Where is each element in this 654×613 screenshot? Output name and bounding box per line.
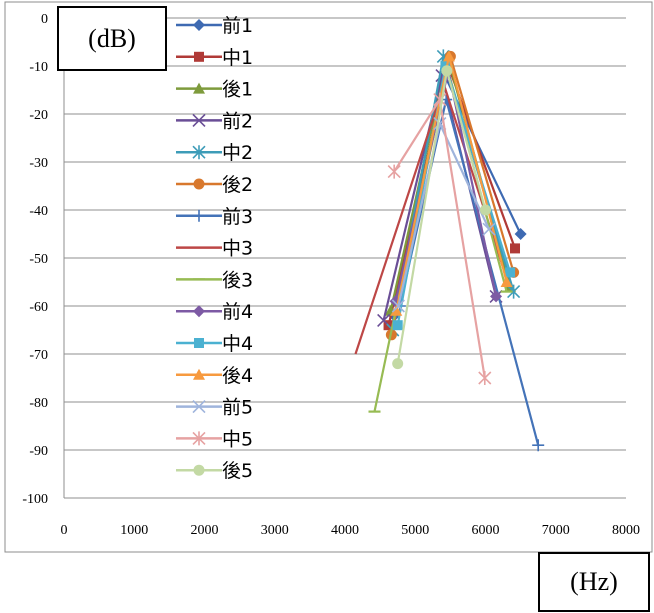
legend-label: 前2 (222, 110, 253, 132)
y-tick-label: -100 (22, 492, 48, 507)
y-tick-label: -30 (29, 156, 48, 171)
legend-label: 後4 (222, 365, 253, 387)
legend-item: 後4 (176, 365, 253, 387)
y-tick-label: -90 (29, 444, 48, 459)
data-point (392, 320, 403, 331)
legend-marker (193, 82, 205, 94)
chart-border (4, 1, 653, 553)
legend-item: 後3 (176, 269, 253, 291)
legend-marker (193, 209, 205, 222)
legend-item: 前2 (176, 110, 253, 132)
legend-marker (193, 368, 205, 380)
legend-item: 前1 (176, 15, 253, 37)
x-axis-unit-label: (Hz) (538, 552, 650, 612)
legend-label: 前1 (222, 15, 253, 37)
y-tick-label: -10 (29, 60, 48, 75)
data-point (514, 228, 527, 240)
x-tick-label: 0 (61, 523, 68, 538)
legend-label: 前4 (222, 301, 253, 323)
legend-item: 後1 (176, 79, 253, 101)
legend-marker (192, 113, 206, 127)
legend-marker (192, 400, 206, 414)
y-tick-label: -60 (29, 300, 48, 315)
series-15 (392, 65, 491, 370)
legend-marker (193, 178, 205, 190)
legend-label: 後2 (222, 174, 253, 196)
data-point (480, 204, 491, 216)
y-tick-label: -40 (29, 204, 48, 219)
data-point (500, 276, 513, 287)
data-point (390, 304, 403, 316)
y-tick-label: 0 (41, 12, 48, 27)
legend-item: 後2 (176, 174, 253, 196)
data-point (507, 284, 521, 299)
data-point (442, 50, 455, 62)
data-point (478, 371, 492, 385)
x-tick-label: 2000 (191, 523, 219, 538)
legend-item: 中4 (176, 333, 253, 355)
legend-item: 後5 (176, 460, 253, 482)
y-axis-unit-label: (dB) (57, 6, 167, 71)
x-tick-label: 4000 (331, 523, 359, 538)
legend-item: 前3 (176, 206, 253, 228)
legend-label: 中3 (222, 238, 253, 260)
legend-label: 前3 (222, 206, 253, 228)
x-tick-label: 1000 (120, 523, 148, 538)
x-tick-label: 7000 (542, 523, 570, 538)
y-tick-label: -20 (29, 108, 48, 123)
legend-marker (192, 431, 206, 446)
legend-item: 中5 (176, 428, 253, 450)
legend-item: 中2 (176, 142, 253, 164)
legend-label: 中5 (222, 428, 253, 450)
legend-marker (194, 338, 204, 348)
x-tick-label: 3000 (261, 523, 289, 538)
data-point (441, 65, 453, 77)
data-point (482, 222, 496, 236)
x-tick-label: 6000 (472, 523, 500, 538)
data-point (387, 164, 401, 179)
legend-label: 中4 (222, 333, 253, 355)
x-tick-label: 5000 (401, 523, 429, 538)
legend-marker (192, 145, 206, 160)
legend-marker (193, 305, 205, 318)
legend-label: 中2 (222, 142, 253, 164)
legend-item: 前5 (176, 397, 253, 419)
data-point (391, 299, 405, 313)
data-point (532, 439, 545, 452)
legend-label: 後3 (222, 269, 253, 291)
legend-label: 中1 (222, 47, 253, 69)
legend-label: 後5 (222, 460, 253, 482)
legend-marker (194, 51, 204, 62)
data-point (490, 290, 503, 303)
legend-marker (193, 464, 205, 476)
y-tick-label: -80 (29, 396, 48, 411)
legend: 前1 中1 後1 前2 中2 後2 前3 中3 後3 前4 中4 後4 前5 中5 後5 (176, 15, 253, 482)
y-tick-label: -50 (29, 252, 48, 267)
y-tick-label: -70 (29, 348, 48, 363)
data-point (510, 243, 521, 254)
legend-item: 中1 (176, 47, 253, 69)
legend-item: 中3 (176, 238, 253, 260)
x-tick-label: 8000 (612, 523, 640, 538)
legend-item: 前4 (176, 301, 253, 323)
data-point (505, 267, 516, 278)
data-point (392, 358, 404, 370)
legend-marker (193, 19, 205, 31)
legend-label: 前5 (222, 397, 253, 419)
legend-label: 後1 (222, 79, 253, 101)
